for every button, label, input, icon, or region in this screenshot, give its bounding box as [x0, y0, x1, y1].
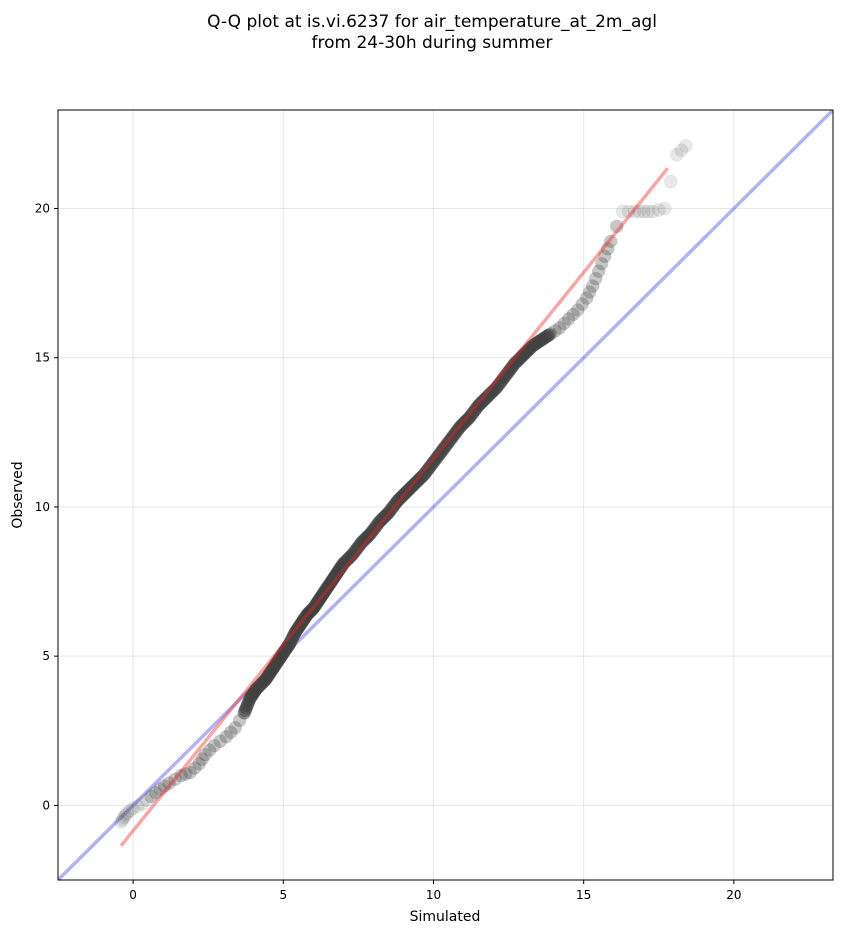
quantile-point: [130, 799, 145, 813]
quantile-point: [153, 782, 167, 796]
quantile-point: [183, 765, 197, 780]
regression-fit-line: [119, 167, 670, 847]
quantile-point: [594, 256, 609, 271]
quantile-point: [570, 303, 585, 317]
quantile-point: [148, 785, 163, 800]
x-tick-label: 5: [279, 888, 287, 902]
quantile-point: [187, 761, 202, 775]
quantile-point: [118, 808, 133, 822]
quantile-point: [219, 729, 233, 744]
quantile-point: [627, 204, 642, 219]
quantile-point: [126, 801, 140, 816]
y-axis-label: Observed: [10, 461, 26, 528]
quantile-point: [566, 307, 580, 322]
gridlines: [58, 110, 833, 880]
quantile-points: [114, 139, 693, 829]
quantile-point: [552, 321, 567, 335]
quantile-point: [542, 328, 556, 342]
quantile-point: [157, 779, 172, 793]
quantile-point: [632, 204, 646, 219]
quantile-point: [120, 806, 134, 820]
y-tick-label: 20: [35, 201, 50, 215]
chart-title-line-2: from 24-30h during summer: [312, 33, 553, 53]
plot-frame: [57, 109, 834, 881]
chart-title-line-1: Q-Q plot at is.vi.6237 for air_temperatu…: [207, 12, 657, 32]
quantile-point: [588, 271, 603, 286]
quantile-point: [658, 201, 672, 216]
quantile-point: [207, 738, 221, 753]
x-tick-label: 15: [576, 888, 591, 902]
quantile-point: [615, 204, 630, 219]
quantile-point: [600, 242, 615, 256]
quantile-point: [543, 327, 558, 341]
quantile-point: [223, 725, 238, 740]
y-tick-label: 15: [35, 351, 50, 365]
quantile-point: [178, 767, 193, 781]
quantile-point: [144, 789, 158, 804]
quantile-point: [674, 143, 689, 158]
quantile-point: [679, 139, 693, 153]
quantile-point: [652, 203, 666, 217]
quantile-point: [548, 324, 562, 338]
quantile-point: [115, 812, 130, 827]
quantile-point: [168, 772, 182, 787]
x-tick-label: 20: [726, 888, 741, 902]
quantile-point: [591, 264, 606, 278]
quantile-point: [174, 768, 188, 783]
quantile-point: [579, 291, 594, 305]
quantile-point: [195, 752, 209, 766]
quantile-point: [117, 810, 131, 825]
quantile-point: [646, 204, 660, 219]
quantile-point: [162, 776, 176, 790]
y-tick-label: 0: [42, 798, 50, 812]
identity-reference-line: [58, 110, 833, 880]
quantile-point: [114, 815, 128, 829]
quantile-point: [641, 204, 656, 219]
quantile-point: [123, 803, 137, 818]
x-tick-label: 0: [129, 888, 137, 902]
quantile-point: [603, 234, 618, 249]
x-axis-label: Simulated: [410, 909, 481, 925]
x-tick-label: 10: [426, 888, 441, 902]
y-tick-label: 10: [35, 500, 50, 514]
quantile-point: [198, 747, 212, 762]
quantile-point: [609, 219, 624, 234]
quantile-point: [664, 174, 678, 189]
quantile-point: [135, 797, 149, 811]
quantile-point: [582, 285, 597, 299]
quantile-point: [202, 743, 217, 757]
axis-ticks: 0 5 10 15 20 0 5 10 15 20: [35, 201, 742, 902]
quantile-point: [575, 297, 589, 311]
quantile-point: [192, 756, 206, 771]
quantile-point: [561, 312, 576, 326]
quantile-point: [213, 734, 227, 748]
quantile-point: [637, 204, 651, 219]
quantile-point: [621, 204, 636, 219]
quantile-point: [597, 249, 612, 263]
quantile-point: [228, 721, 242, 735]
quantile-point: [557, 316, 571, 331]
quantile-point: [139, 793, 154, 807]
y-tick-label: 5: [42, 649, 50, 663]
quantile-point: [670, 148, 684, 162]
quantile-point: [585, 279, 600, 293]
